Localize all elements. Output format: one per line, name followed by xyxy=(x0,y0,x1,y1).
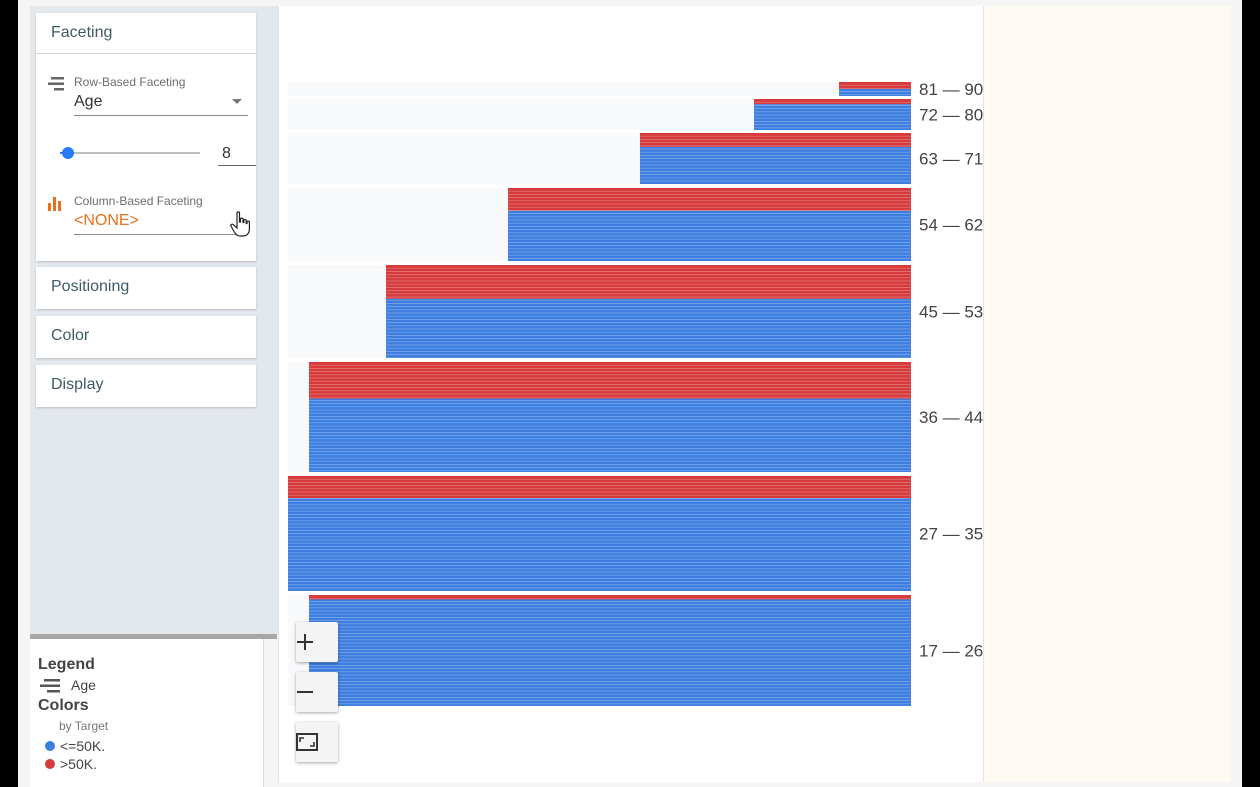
dots-gt50k xyxy=(839,82,911,89)
legend-dot-gt50k xyxy=(45,759,55,769)
column-facet-value-text: <NONE> xyxy=(74,212,139,229)
facet-row-label: 36 — 44 xyxy=(919,408,983,427)
zoom-in-button[interactable] xyxy=(296,622,338,662)
details-pane xyxy=(983,6,1231,782)
dots-gt50k xyxy=(288,476,911,499)
display-header[interactable]: Display xyxy=(51,376,104,393)
facet-row[interactable]: 36 — 44 xyxy=(288,362,983,472)
row-facet-select[interactable]: Row-Based Faceting Age xyxy=(74,75,248,116)
legend: Legend Age Colors by Target <=50K. >50K. xyxy=(30,639,264,787)
legend-label-le50k: <=50K. xyxy=(60,738,106,754)
display-panel[interactable]: Display xyxy=(36,365,256,407)
column-facet-icon xyxy=(48,197,62,216)
faceting-header[interactable]: Faceting xyxy=(36,13,256,54)
sidebar: Faceting Row-Based Faceting Age 8 xyxy=(30,6,278,634)
facet-row-label: 45 — 53 xyxy=(919,303,983,322)
dots-le50k xyxy=(640,146,911,184)
dots-le50k xyxy=(508,210,911,261)
facet-row[interactable]: 54 — 62 xyxy=(288,188,983,261)
dots-gt50k xyxy=(640,133,911,147)
minus-icon xyxy=(297,691,313,693)
facet-row[interactable]: 72 — 80 xyxy=(288,99,983,130)
legend-colors-by: by Target xyxy=(59,719,109,733)
bins-count-input[interactable]: 8 xyxy=(218,143,256,166)
facet-row-label: 17 — 26 xyxy=(919,642,983,661)
facet-row[interactable]: 17 — 26 xyxy=(288,595,983,706)
color-panel[interactable]: Color xyxy=(36,316,256,358)
facet-row-label: 63 — 71 xyxy=(919,150,983,169)
fit-screen-button[interactable] xyxy=(296,722,338,762)
dots-le50k xyxy=(839,89,911,96)
column-facet-value[interactable]: <NONE> xyxy=(74,212,248,235)
facet-row-background xyxy=(288,82,911,96)
row-facet-icon xyxy=(48,77,64,96)
hand-cursor-icon xyxy=(230,211,252,242)
positioning-header[interactable]: Positioning xyxy=(51,278,130,295)
chevron-down-icon xyxy=(232,99,242,104)
color-header[interactable]: Color xyxy=(51,327,90,344)
dots-le50k xyxy=(309,398,911,472)
dots-le50k xyxy=(754,104,911,130)
facet-row[interactable]: 63 — 71 xyxy=(288,133,983,184)
dots-gt50k xyxy=(508,188,911,211)
facet-row[interactable]: 45 — 53 xyxy=(288,265,983,359)
facet-row[interactable]: 27 — 35 xyxy=(288,476,983,591)
dots-le50k xyxy=(386,298,911,358)
row-facet-label: Row-Based Faceting xyxy=(74,75,186,89)
facet-row[interactable]: 81 — 90 xyxy=(288,80,983,99)
legend-facet-name: Age xyxy=(71,677,96,693)
facet-row-label: 27 — 35 xyxy=(919,525,983,544)
facet-chart[interactable]: 81 — 90 72 — 80 63 — 71 54 — 62 45 — 53 36 — … xyxy=(278,6,984,782)
legend-title: Legend xyxy=(38,656,95,673)
dot-grid-svg[interactable]: 81 — 90 72 — 80 63 — 71 54 — 62 45 — 53 36 — … xyxy=(279,6,984,782)
facet-row-label: 72 — 80 xyxy=(919,106,983,125)
dots-gt50k xyxy=(309,595,911,600)
legend-label-gt50k: >50K. xyxy=(60,756,97,772)
app-window: Faceting Row-Based Faceting Age 8 xyxy=(18,0,1242,787)
row-facet-value-text: Age xyxy=(74,93,103,110)
legend-dot-le50k xyxy=(45,741,55,751)
row-facet-value[interactable]: Age xyxy=(74,93,248,116)
bins-slider-thumb[interactable] xyxy=(62,147,75,159)
faceting-panel: Faceting Row-Based Faceting Age 8 xyxy=(36,13,256,261)
plus-icon xyxy=(297,634,313,650)
bins-slider-track[interactable] xyxy=(60,152,200,154)
dots-le50k xyxy=(309,599,911,706)
legend-resize-handle[interactable] xyxy=(30,634,277,639)
facet-row-label: 81 — 90 xyxy=(919,80,983,99)
legend-colors-title: Colors xyxy=(38,697,89,714)
positioning-panel[interactable]: Positioning xyxy=(36,267,256,309)
dots-gt50k xyxy=(386,265,911,299)
zoom-out-button[interactable] xyxy=(296,672,338,712)
dots-gt50k xyxy=(754,99,911,105)
row-facet-icon xyxy=(40,679,60,696)
column-facet-label: Column-Based Faceting xyxy=(74,194,203,208)
fit-screen-icon xyxy=(296,733,318,751)
facet-row-label: 54 — 62 xyxy=(919,216,983,235)
dots-le50k xyxy=(288,498,911,591)
column-facet-select[interactable]: Column-Based Faceting <NONE> xyxy=(74,194,248,235)
dots-gt50k xyxy=(309,362,911,399)
